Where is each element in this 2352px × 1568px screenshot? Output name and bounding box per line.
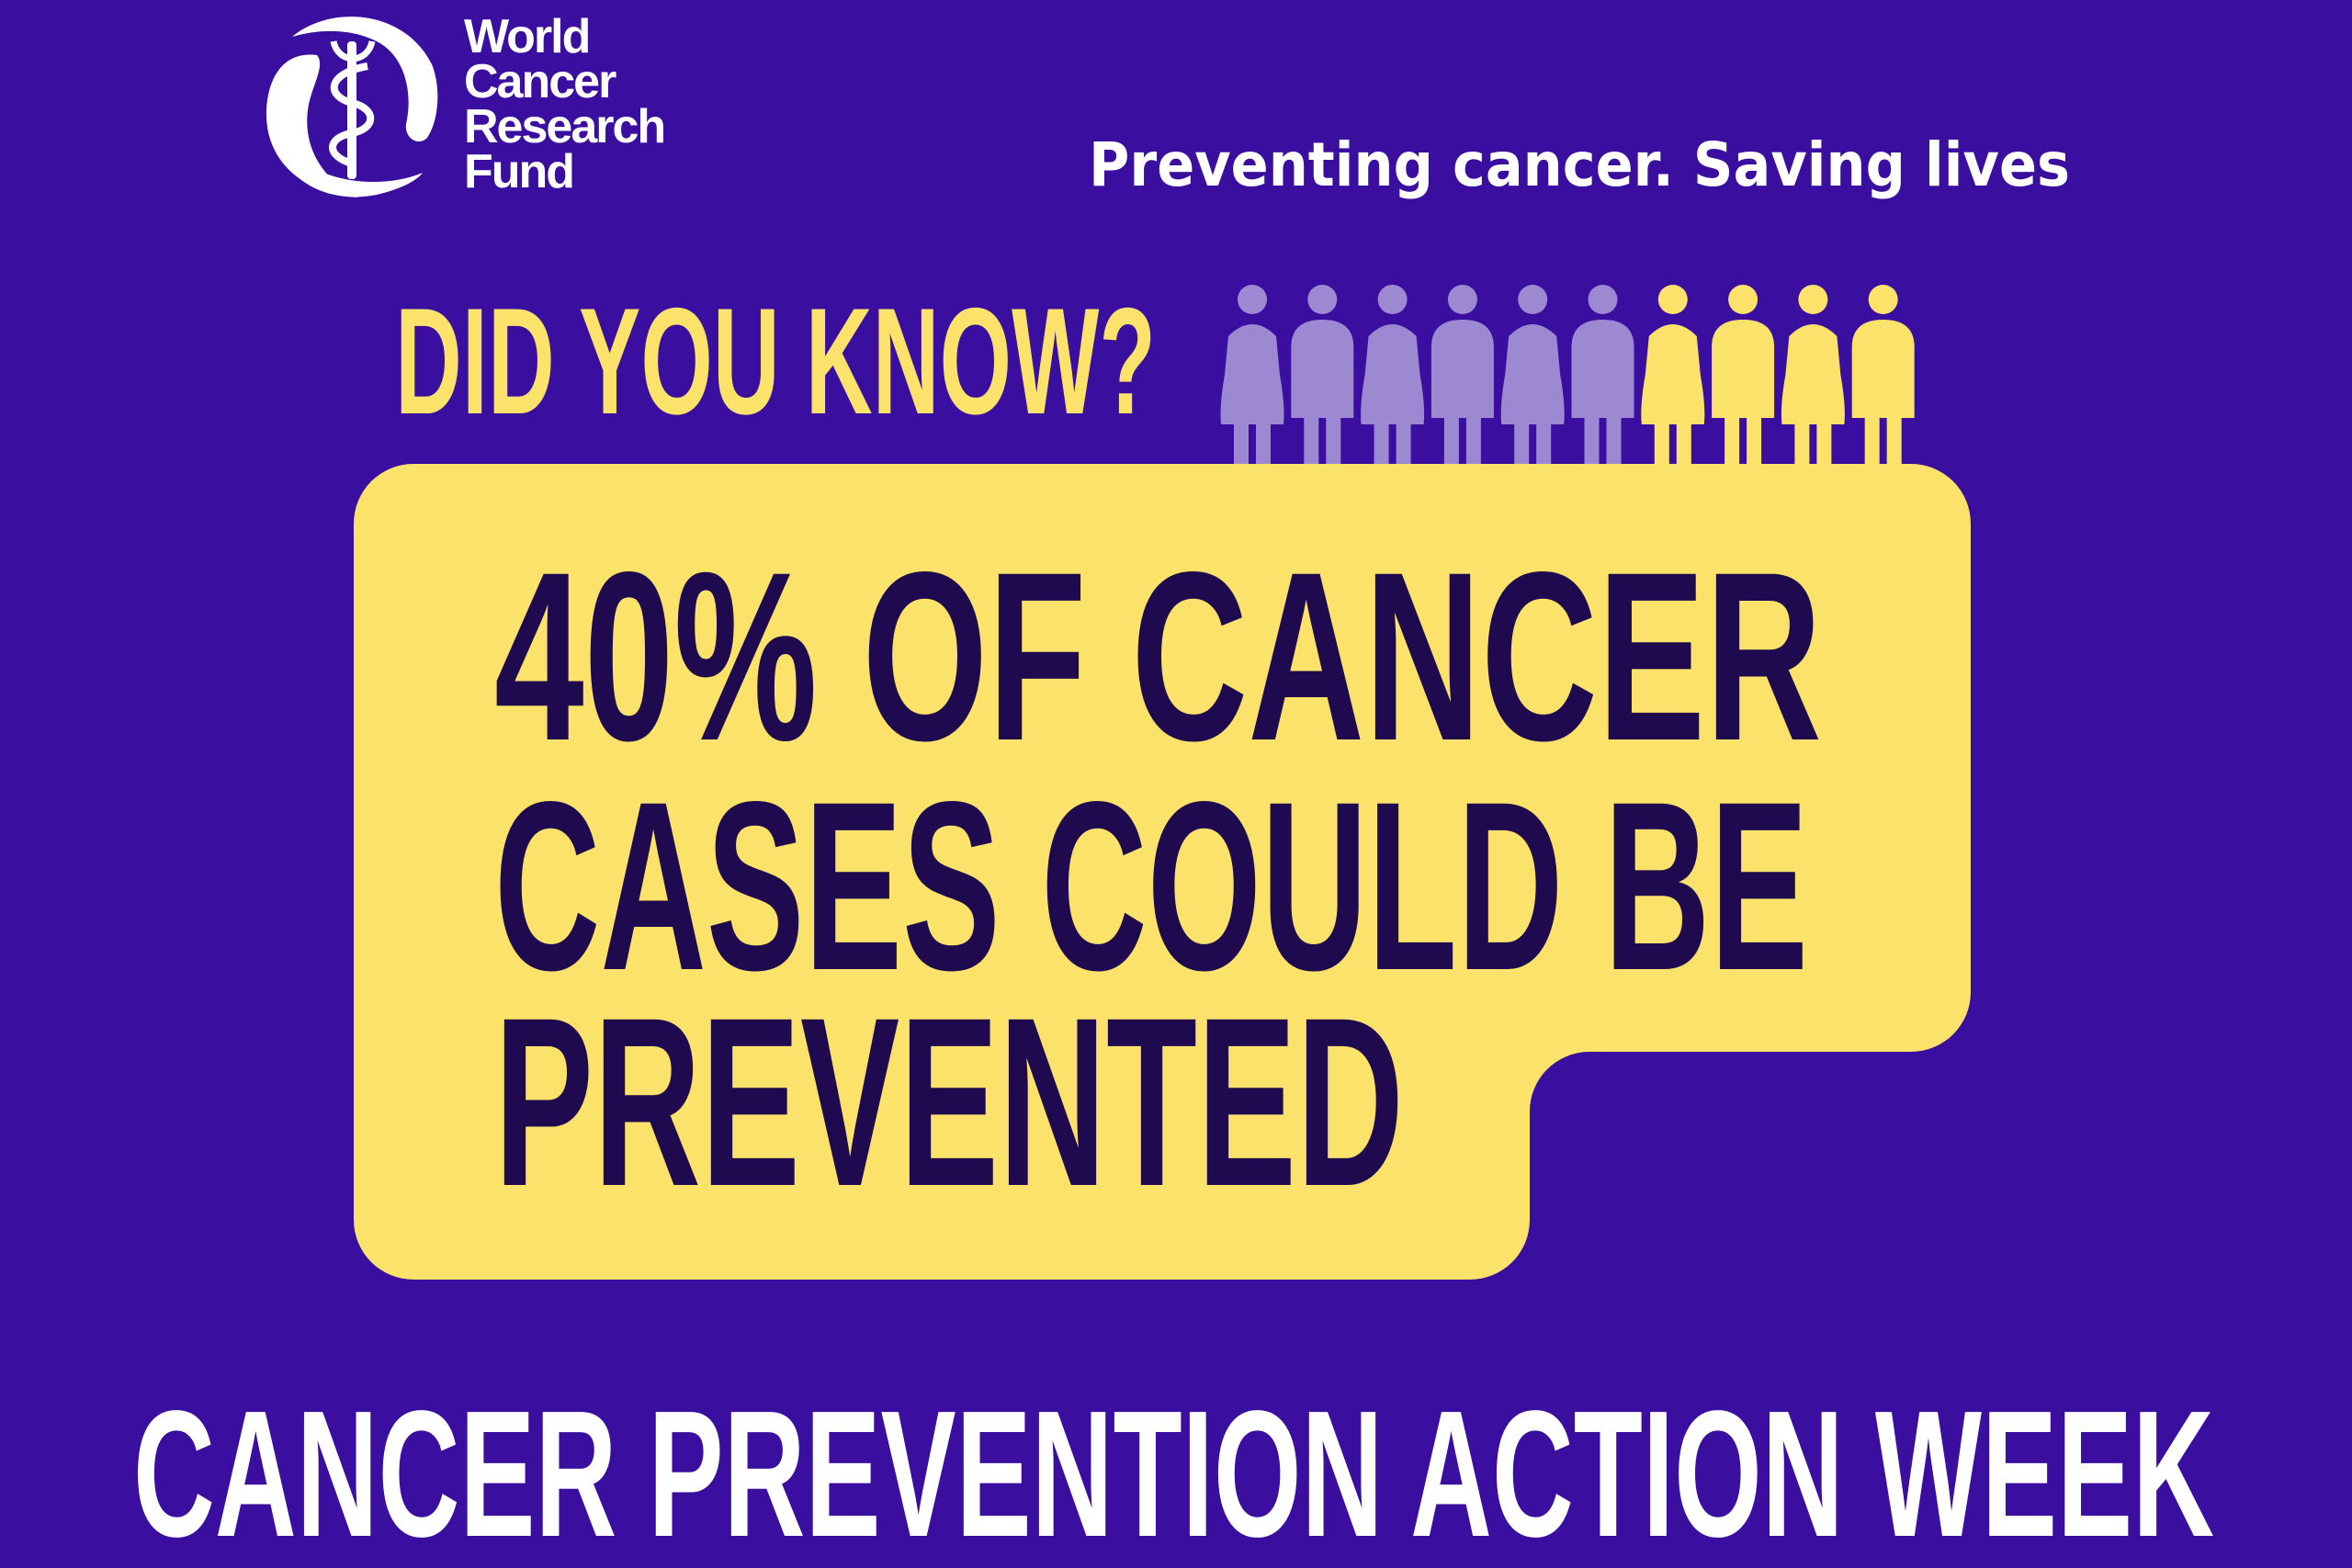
person-icon xyxy=(1220,285,1284,465)
person-icon xyxy=(1361,285,1425,465)
caduceus-circle-logo-icon xyxy=(266,17,438,197)
did-you-know-heading: DID YOU KNOW? xyxy=(395,276,1156,446)
logo-text-line4: Fund xyxy=(464,145,573,198)
footer-title: CANCER PREVENTION ACTION WEEK xyxy=(133,1373,2214,1568)
person-icon xyxy=(1500,285,1565,465)
headline-line1: 40% OF CANCER xyxy=(494,522,1822,791)
logo-text-line1: World xyxy=(464,10,589,63)
person-icon xyxy=(1571,285,1634,465)
person-icon xyxy=(1291,285,1354,465)
logo-text-line2: Cancer xyxy=(464,55,616,108)
tagline: Preventing cancer. Saving lives xyxy=(1089,130,2070,200)
person-icon xyxy=(1712,285,1775,465)
person-icon xyxy=(1781,285,1845,465)
headline-line2: CASES COULD BE xyxy=(494,751,1808,1021)
headline-callout-box xyxy=(354,464,1971,1280)
person-icon xyxy=(1851,285,1915,465)
person-icon xyxy=(1641,285,1705,465)
logo-text-line3: Research xyxy=(464,100,664,153)
person-icon xyxy=(1430,285,1494,465)
headline-line3: PREVENTED xyxy=(494,967,1404,1236)
people-graphic xyxy=(1220,285,1915,465)
wcrf-logo: World Cancer Research Fund xyxy=(266,10,666,198)
